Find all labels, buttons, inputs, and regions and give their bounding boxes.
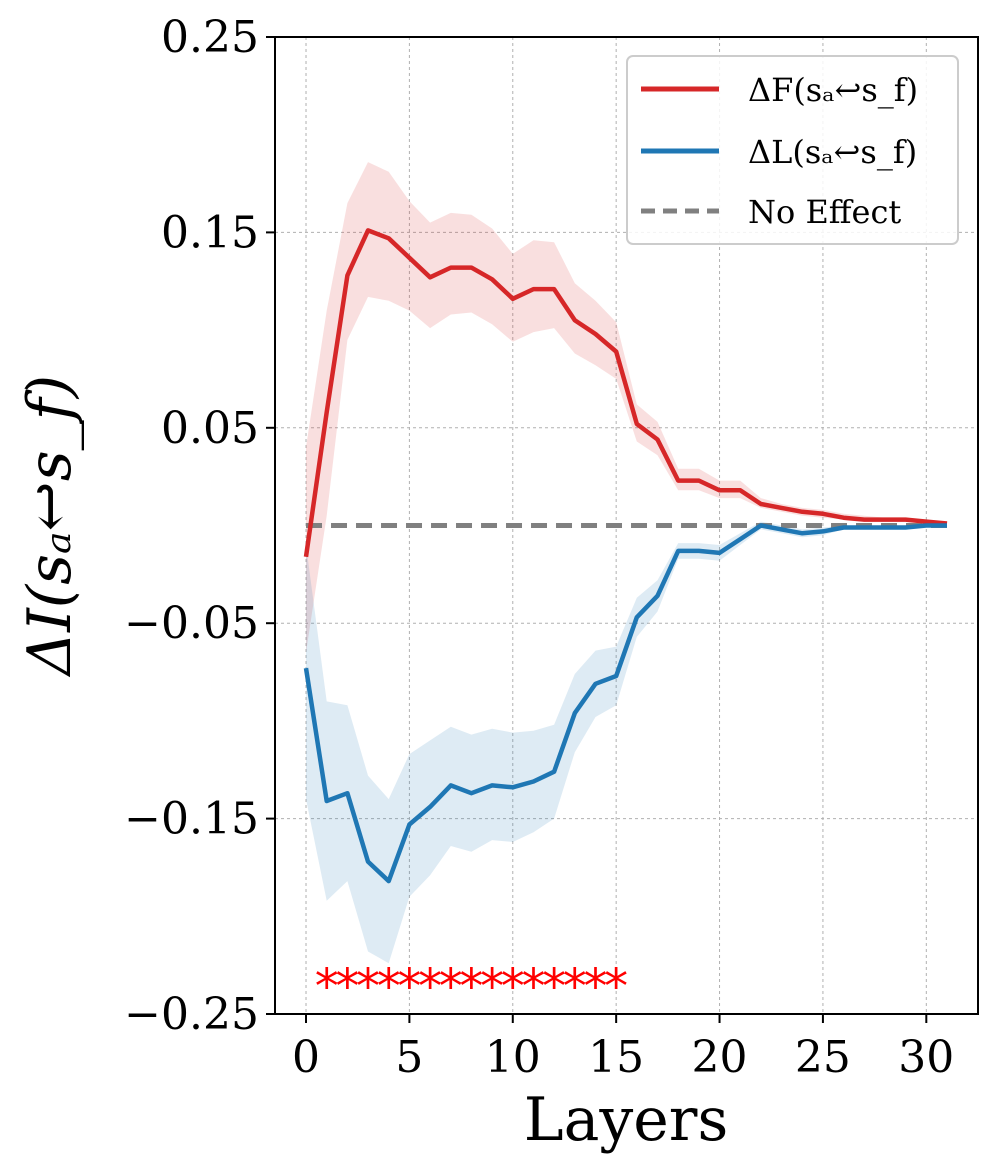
confidence-band-delta-l [306,521,947,964]
x-tick-label: 5 [395,1032,423,1083]
x-tick-label: 30 [898,1032,954,1083]
significance-star: * [397,959,421,1015]
x-axis-label: Layers [524,1085,729,1155]
significance-star: * [335,959,359,1015]
y-tick-label: −0.05 [124,598,259,649]
significance-star: * [583,959,607,1015]
significance-star: * [356,959,380,1015]
significance-star: * [563,959,587,1015]
x-tick-label: 25 [795,1032,851,1083]
x-tick-label: 10 [485,1032,541,1083]
y-axis-label: ΔI(sₐ↩s_f) [15,375,85,677]
x-tick-label: 0 [292,1032,320,1083]
y-tick-label: 0.15 [161,207,259,258]
y-tick-label: 0.05 [161,403,259,454]
legend-label-no-effect: No Effect [748,193,901,231]
plot-frame [274,36,979,1015]
significance-star: * [521,959,545,1015]
significance-star: * [604,959,628,1015]
significance-star: * [480,959,504,1015]
y-tick-label: −0.15 [124,794,259,845]
significance-star: * [315,959,339,1015]
significance-markers: *************** [315,959,628,1015]
significance-star: * [501,959,525,1015]
series-line-delta-f [303,228,948,558]
significance-star: * [418,959,442,1015]
x-tick-label: 20 [692,1032,748,1083]
x-tick-label: 15 [588,1032,644,1083]
legend-label-delta-f: ΔF(sₐ↩s_f) [748,71,918,109]
confidence-bands [306,162,947,964]
y-axis-ticks: −0.25 −0.15 −0.05 0.05 0.15 0.25 [124,12,275,1040]
significance-star: * [377,959,401,1015]
significance-star: * [542,959,566,1015]
x-axis-ticks: 0 5 10 15 20 25 30 [292,1014,954,1083]
series-line-delta-l [303,523,947,884]
confidence-band-delta-f [306,162,947,653]
legend-frame [626,55,959,245]
y-tick-label: −0.25 [124,989,259,1040]
legend: ΔF(sₐ↩s_f) ΔL(sₐ↩s_f) No Effect [626,55,959,245]
legend-label-delta-l: ΔL(sₐ↩s_f) [748,133,917,171]
significance-star: * [439,959,463,1015]
series-lines [303,228,948,884]
y-tick-label: 0.25 [161,12,259,63]
significance-star: * [459,959,483,1015]
